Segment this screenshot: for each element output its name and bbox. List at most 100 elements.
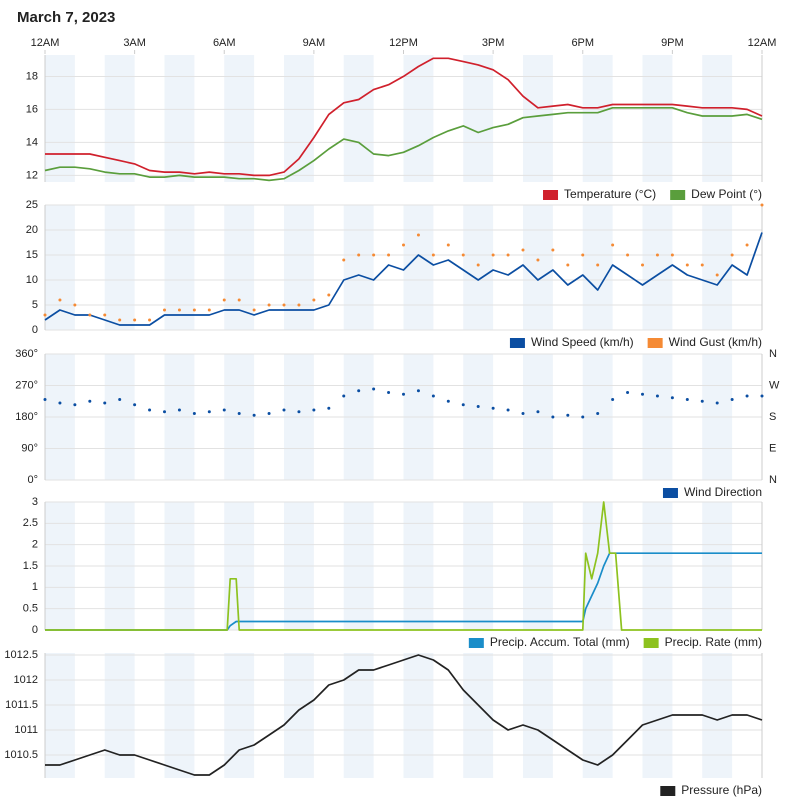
- x-tick-label: 6PM: [571, 37, 594, 49]
- point: [163, 410, 166, 414]
- point: [446, 243, 450, 247]
- series-line: [45, 501, 762, 631]
- y-tick-label: 360°: [15, 348, 38, 360]
- x-tick-label: 12AM: [31, 37, 60, 49]
- y2-tick-label: N: [769, 348, 777, 360]
- y-tick-label: 270°: [15, 379, 38, 391]
- point: [402, 243, 405, 247]
- legend-label: Wind Speed (km/h): [531, 335, 634, 349]
- y2-tick-label: W: [769, 379, 780, 391]
- point: [207, 410, 211, 414]
- point: [177, 408, 181, 412]
- point: [133, 318, 137, 322]
- point: [387, 391, 391, 394]
- point: [626, 391, 630, 394]
- point: [700, 263, 704, 267]
- y-tick-label: 18: [26, 70, 38, 82]
- hour-band: [702, 205, 733, 330]
- point: [760, 394, 764, 398]
- point: [641, 392, 644, 396]
- hour-band: [463, 205, 494, 330]
- point: [581, 253, 585, 257]
- point: [148, 408, 152, 412]
- legend-label: Wind Gust (km/h): [669, 335, 762, 349]
- point: [700, 399, 704, 403]
- point: [237, 412, 241, 415]
- hour-band: [582, 653, 613, 778]
- y-tick-label: 12: [26, 169, 38, 181]
- hour-band: [523, 205, 553, 330]
- point: [670, 253, 674, 257]
- point: [551, 248, 555, 252]
- point: [297, 303, 301, 307]
- x-tick-label: 9PM: [661, 37, 684, 49]
- legend-label: Precip. Accum. Total (mm): [490, 635, 630, 649]
- y-tick-label: 0: [32, 624, 38, 636]
- hour-band: [104, 205, 135, 330]
- hour-band: [45, 653, 75, 778]
- point: [327, 406, 331, 410]
- legend-label: Dew Point (°): [691, 187, 762, 201]
- point: [506, 408, 510, 412]
- series-line: [45, 654, 763, 776]
- y-tick-label: 25: [26, 199, 38, 211]
- x-tick-label: 12PM: [389, 37, 418, 49]
- y-tick-label: 0.5: [23, 603, 38, 615]
- y2-tick-label: E: [769, 442, 776, 454]
- y-tick-label: 1011.5: [5, 699, 38, 711]
- point: [641, 263, 644, 267]
- point: [715, 401, 719, 405]
- point: [342, 258, 346, 262]
- point: [177, 308, 181, 312]
- y-tick-label: 16: [26, 103, 38, 115]
- point: [596, 412, 600, 415]
- point: [551, 415, 555, 419]
- point: [222, 408, 226, 412]
- y-tick-label: 14: [26, 136, 38, 148]
- point: [372, 253, 376, 257]
- point: [327, 293, 331, 297]
- y-tick-label: 20: [26, 224, 38, 236]
- y2-tick-label: S: [769, 411, 776, 423]
- x-tick-label: 9AM: [303, 37, 326, 49]
- hour-band: [582, 55, 613, 182]
- point: [103, 401, 107, 405]
- point: [312, 408, 316, 412]
- point: [357, 389, 361, 393]
- hour-band: [523, 653, 553, 778]
- hour-band: [104, 653, 135, 778]
- point: [416, 389, 420, 393]
- legend-swatch: [543, 190, 559, 200]
- point: [58, 298, 62, 302]
- hour-band: [224, 55, 255, 182]
- hour-band: [343, 653, 374, 778]
- point: [476, 405, 480, 408]
- point: [685, 398, 689, 401]
- point: [536, 258, 540, 262]
- point: [536, 410, 540, 414]
- legend-swatch: [647, 338, 663, 348]
- point: [297, 410, 301, 414]
- point: [461, 253, 465, 257]
- point: [476, 263, 480, 267]
- y-tick-label: 1.5: [23, 560, 38, 572]
- legend-swatch: [468, 638, 484, 648]
- legend-swatch: [670, 190, 686, 200]
- point: [88, 313, 92, 317]
- point: [118, 318, 122, 322]
- y-tick-label: 2: [32, 539, 38, 551]
- hour-band: [343, 205, 374, 330]
- point: [715, 273, 719, 277]
- point: [611, 243, 615, 247]
- point: [387, 253, 391, 257]
- y-tick-label: 10: [26, 274, 38, 286]
- point: [192, 412, 196, 415]
- point: [655, 253, 659, 257]
- point: [192, 308, 196, 312]
- hour-band: [403, 653, 434, 778]
- point: [252, 413, 256, 417]
- hour-band: [224, 653, 255, 778]
- point: [566, 413, 570, 417]
- point: [43, 313, 47, 317]
- hour-band: [343, 55, 374, 182]
